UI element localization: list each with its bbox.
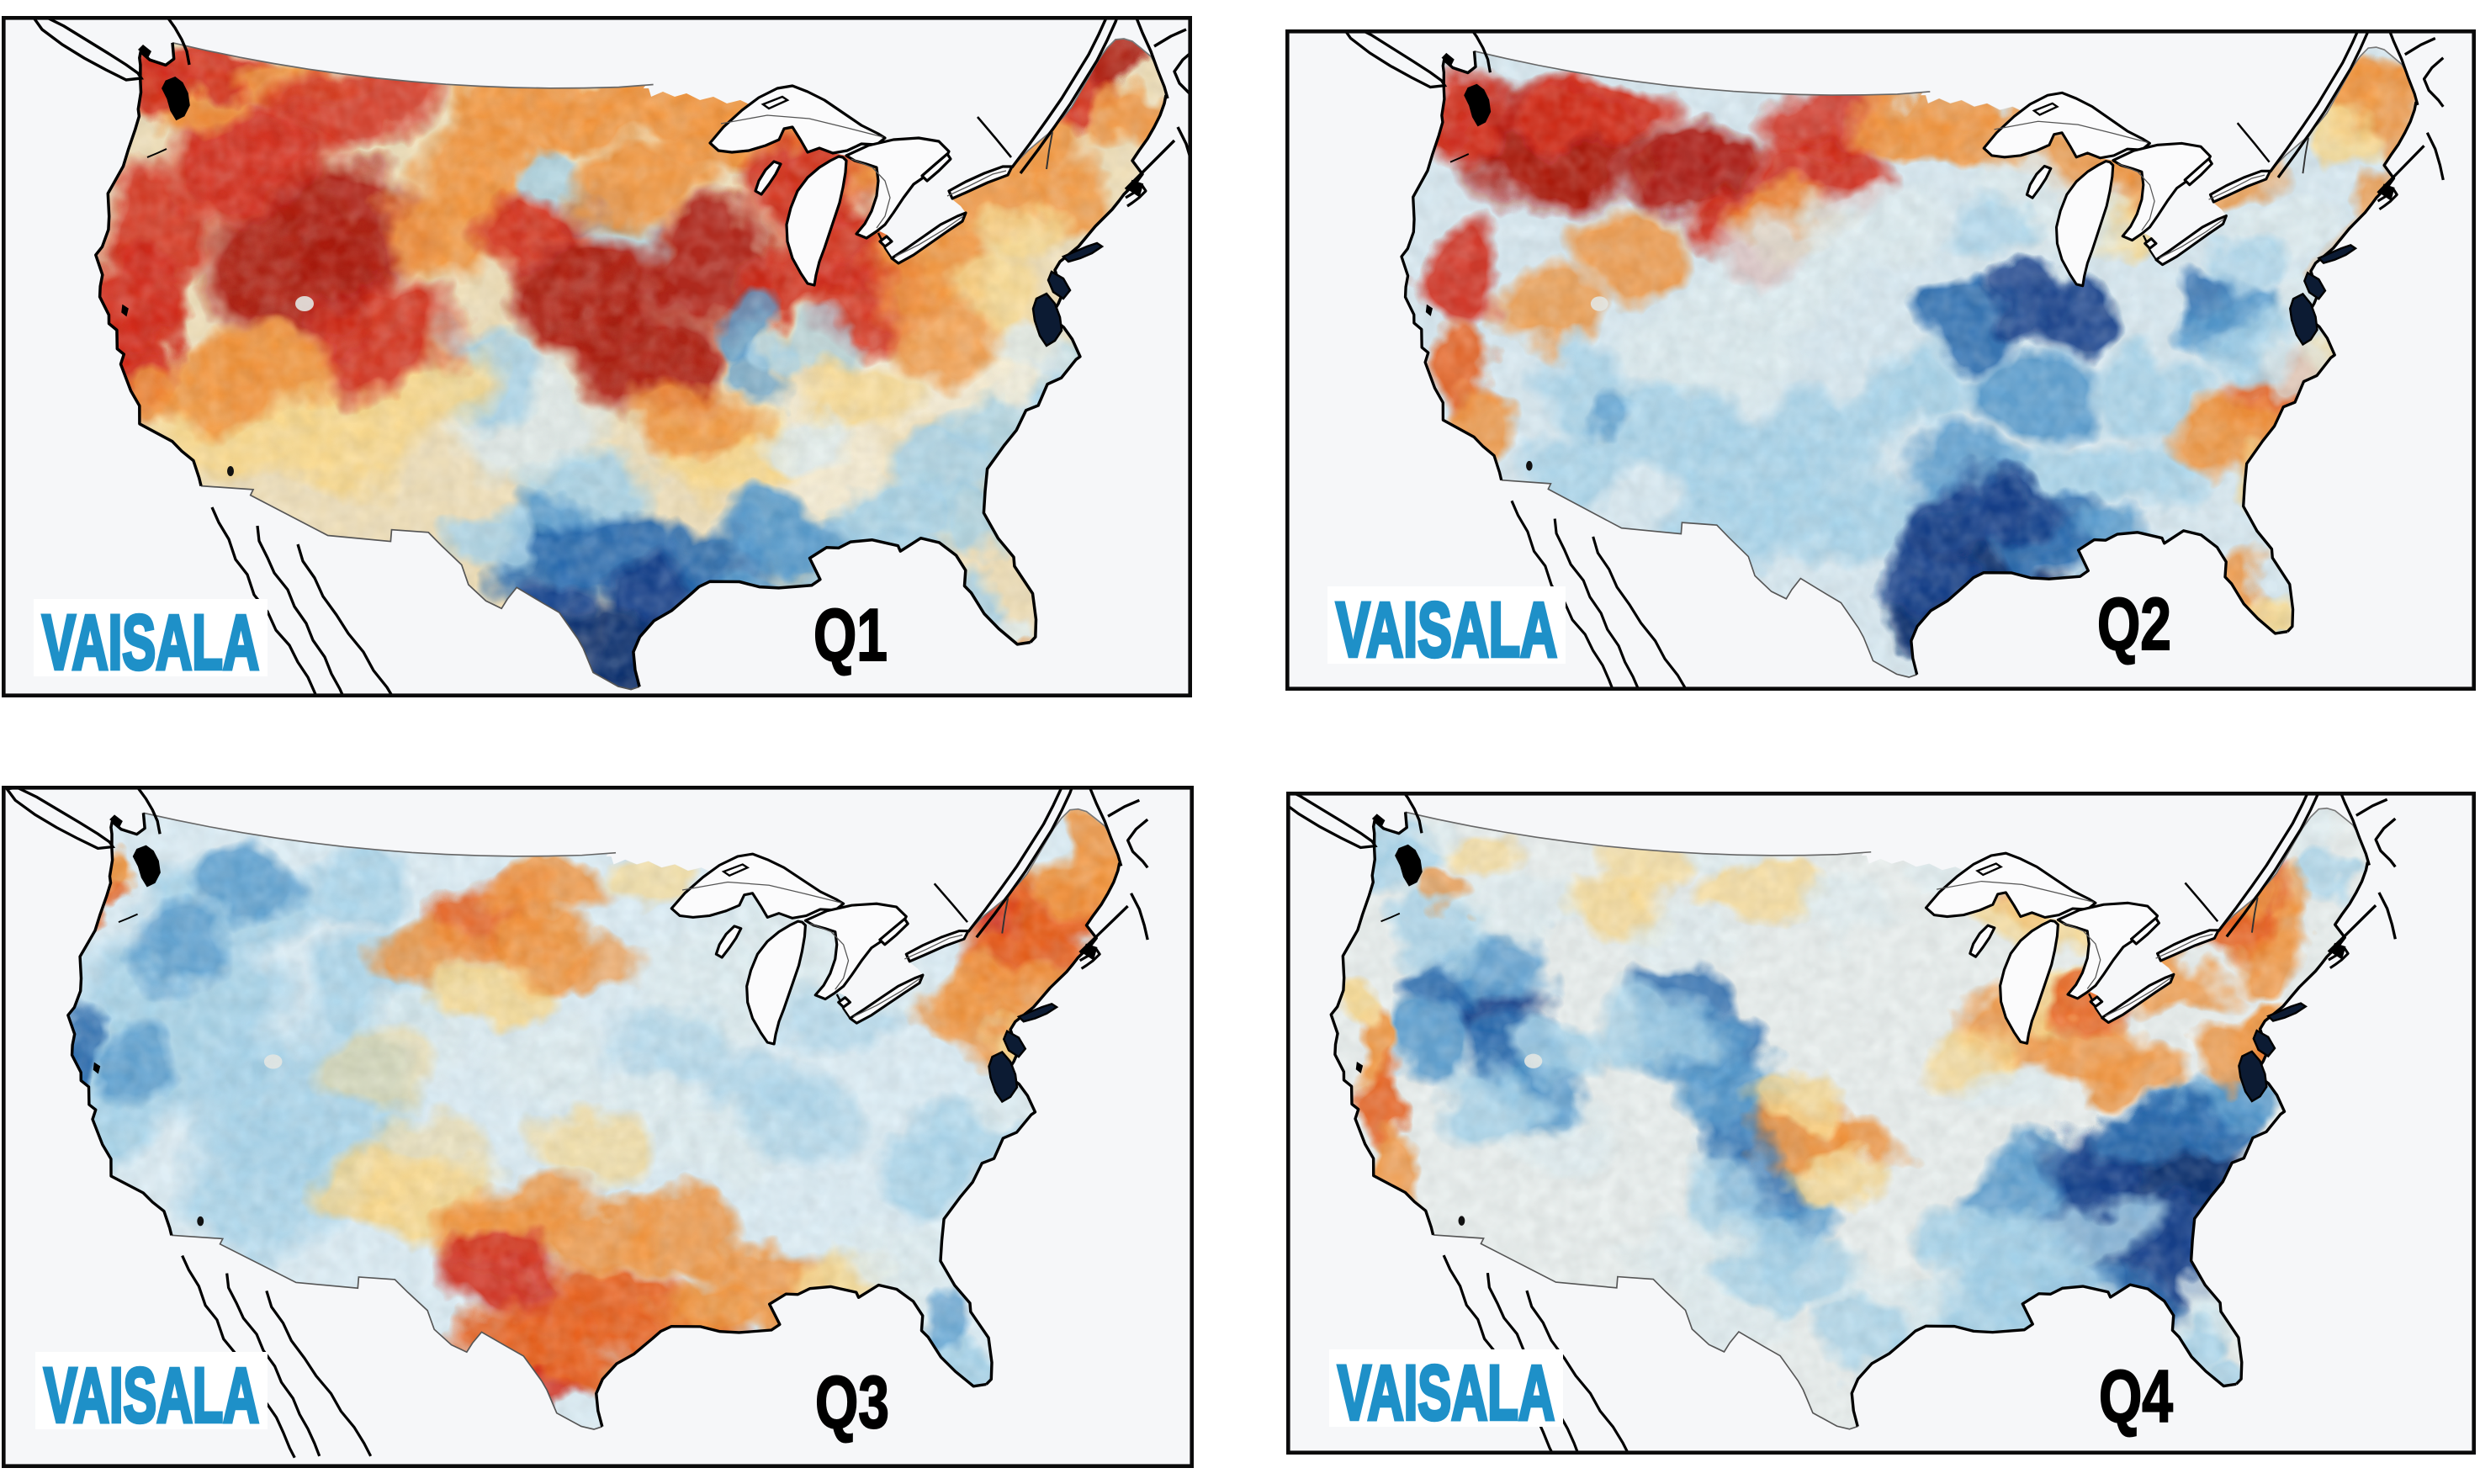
svg-text:VAISALA: VAISALA	[44, 1353, 259, 1439]
svg-text:VAISALA: VAISALA	[1336, 587, 1557, 673]
svg-text:Q2: Q2	[2097, 582, 2171, 665]
svg-text:Q3: Q3	[815, 1360, 889, 1444]
svg-text:Q4: Q4	[2099, 1354, 2173, 1438]
svg-text:VAISALA: VAISALA	[42, 600, 259, 686]
svg-text:VAISALA: VAISALA	[1338, 1350, 1555, 1436]
svg-text:Q1: Q1	[813, 593, 888, 676]
